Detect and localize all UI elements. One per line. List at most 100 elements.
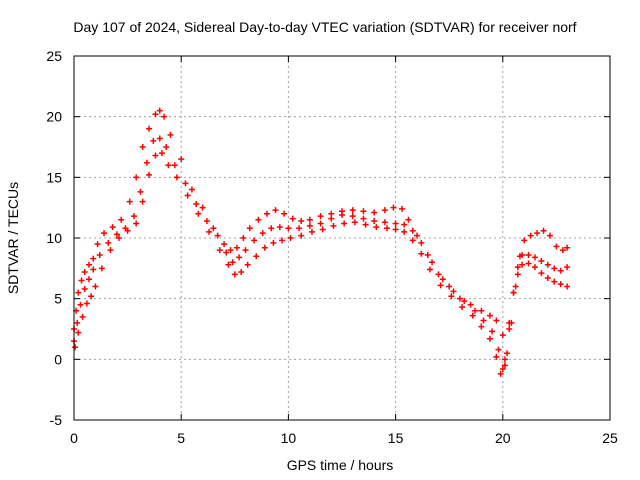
data-point [75,289,82,296]
data-point [255,216,262,223]
data-point [392,226,399,233]
data-point [152,111,159,118]
grid [74,56,610,420]
data-point [456,295,463,302]
data-point [381,219,388,226]
data-point [401,228,408,235]
data-point [86,276,93,283]
x-tick-label: 25 [602,430,618,446]
data-point [77,301,84,308]
data-point [90,266,97,273]
x-tick-label: 10 [281,430,297,446]
data-point [101,230,108,237]
data-point [173,174,180,181]
data-points [71,107,571,377]
data-point [341,220,348,227]
data-point [296,225,303,232]
data-point [306,222,313,229]
data-point [362,221,369,228]
data-point [557,267,564,274]
data-point [514,264,521,271]
data-point [96,251,103,258]
data-point [486,335,493,342]
data-point [497,370,504,377]
data-point [285,225,292,232]
data-point [409,227,416,234]
data-point [349,213,356,220]
data-point [236,254,243,261]
data-point [86,261,93,268]
data-point [263,210,270,217]
data-point [167,131,174,138]
data-point [450,288,457,295]
data-point [351,219,358,226]
data-point [118,216,125,223]
ticks [73,55,611,421]
data-point [221,241,228,248]
data-point [469,312,476,319]
series-track-upper [71,107,571,357]
tick-labels: 0 5 10 15 20 25 -5 0 5 10 15 20 25 [46,48,618,446]
y-tick-label: 20 [46,109,62,125]
data-point [233,244,240,251]
data-point [105,239,112,246]
data-point [116,235,123,241]
data-point [418,250,425,257]
data-point [384,225,391,232]
series-track-middle [71,135,571,373]
data-point [195,210,202,217]
y-tick-label: -5 [50,412,63,428]
data-point [90,255,97,262]
data-point [553,243,560,250]
data-point [178,156,185,163]
data-point [298,218,305,225]
data-point [306,216,313,223]
data-point [206,228,213,235]
data-point [182,180,189,187]
data-point [227,247,234,254]
data-point [156,107,163,114]
data-point [184,192,191,199]
y-axis-label: SDTVAR / TECUs [5,182,21,294]
data-point [109,224,116,231]
data-point [495,346,502,353]
data-point [317,220,324,227]
data-point [113,231,120,238]
data-point [371,209,378,216]
data-point [289,215,296,222]
x-axis-label: GPS time / hours [287,457,394,473]
data-point [510,289,517,296]
data-point [506,326,513,332]
data-point [107,247,114,254]
series-track-lower [72,150,571,377]
data-point [317,213,324,220]
data-point [276,224,283,231]
data-point [521,237,528,244]
data-point [373,224,380,231]
data-point [514,271,521,278]
data-point [171,162,178,169]
data-point [538,258,545,265]
data-point [152,152,159,159]
data-point [253,253,260,260]
data-point [544,261,551,268]
data-point [512,283,519,290]
data-point [478,323,485,330]
x-tick-label: 20 [495,430,511,446]
y-tick-label: 15 [46,169,62,185]
data-point [133,220,140,227]
data-point [349,207,356,214]
data-point [231,271,238,278]
data-point [424,251,431,258]
data-point [163,144,170,150]
data-point [308,228,315,235]
data-point [467,301,474,308]
data-point [193,201,200,208]
data-point [546,232,553,239]
data-point [146,171,153,178]
data-point [79,313,86,320]
data-point [459,304,466,311]
data-point [471,307,478,314]
data-point [214,232,221,239]
data-point [210,225,217,232]
